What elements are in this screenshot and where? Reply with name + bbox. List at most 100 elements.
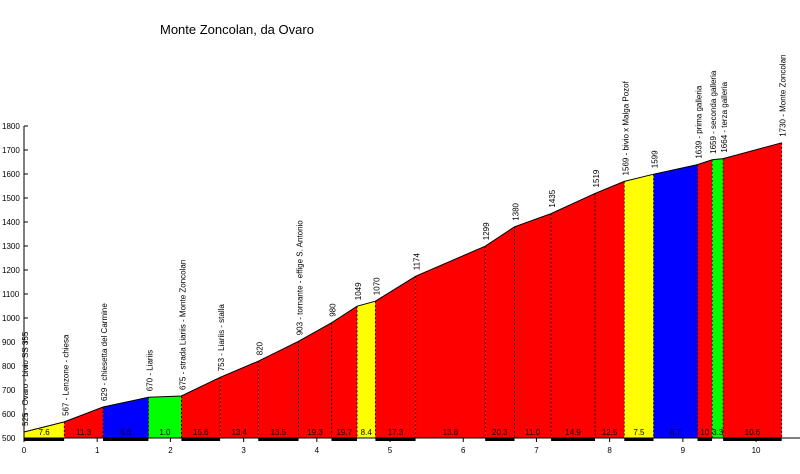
waypoint-label: 1569 - bivio x Malga Pozof xyxy=(621,80,630,175)
segment-fill xyxy=(624,174,654,438)
waypoint-label: 1174 xyxy=(413,252,422,270)
y-tick-label: 1800 xyxy=(2,122,20,131)
segment-fill xyxy=(723,142,782,439)
waypoint-label: 1049 xyxy=(354,282,363,300)
grade-band xyxy=(712,438,724,441)
waypoint-label: 1299 xyxy=(482,222,491,240)
grade-band xyxy=(148,438,182,441)
segment-fill xyxy=(220,361,259,438)
gradient-segment-fills xyxy=(24,142,782,439)
grade-label: 20.3 xyxy=(492,428,508,437)
x-tick-label: 10 xyxy=(752,446,761,455)
segment-fill xyxy=(697,159,713,439)
grade-band xyxy=(181,438,221,441)
segment-fill xyxy=(712,158,724,438)
segment-fill xyxy=(514,213,552,438)
segment-fill xyxy=(415,246,486,438)
y-tick-label: 500 xyxy=(2,434,16,443)
waypoint-label: 903 - tornante - effige S. Antonio xyxy=(296,220,305,336)
waypoint-label: 1599 xyxy=(651,150,660,168)
grade-label: 6.6 xyxy=(120,428,132,437)
grade-label: 7.6 xyxy=(39,428,51,437)
waypoint-label: 1519 xyxy=(592,169,601,187)
grade-labels: 7.6 11.3 6.6 1.0 15.6 13.4 13.5 19.3 19.7 8.4 17.3… xyxy=(24,428,782,441)
x-tick-label: 8 xyxy=(607,446,612,455)
segment-fill xyxy=(375,276,416,438)
x-tick-label: 0 xyxy=(22,446,27,455)
y-tick-label: 1000 xyxy=(2,314,20,323)
grade-label: 19.3 xyxy=(307,428,323,437)
grade-band xyxy=(375,438,416,441)
segment-fill xyxy=(258,341,299,438)
segment-fill xyxy=(331,306,358,438)
profile-line xyxy=(23,142,782,433)
grade-band xyxy=(64,438,104,441)
waypoint-label: 1435 xyxy=(548,189,557,207)
y-tick-label: 1500 xyxy=(2,194,20,203)
segment-fill xyxy=(653,164,698,438)
chart-title: Monte Zoncolan, da Ovaro xyxy=(160,22,314,37)
grade-label: 6.7 xyxy=(670,428,682,437)
grade-band xyxy=(551,438,596,441)
grade-label: 14.9 xyxy=(565,428,581,437)
grade-label: 12.5 xyxy=(602,428,618,437)
grade-label: 3.3 xyxy=(712,428,724,437)
waypoint-label: 1380 xyxy=(511,202,520,220)
waypoint-labels: 525 - Ovaro - bivio SS 355 567 - Lenzone … xyxy=(21,55,788,426)
y-tick-label: 1100 xyxy=(2,290,20,299)
waypoint-label: 1664 - terza galleria xyxy=(720,81,729,152)
grade-label: 11.3 xyxy=(76,428,92,437)
x-tick-label: 2 xyxy=(168,446,173,455)
grade-label: 17.3 xyxy=(388,428,404,437)
grade-label: 15.6 xyxy=(193,428,209,437)
grade-band xyxy=(298,438,332,441)
waypoint-label: 753 - Liariis - stalla xyxy=(217,304,226,372)
waypoint-label: 980 xyxy=(328,303,337,317)
grade-label: 13.5 xyxy=(271,428,287,437)
waypoint-label: 1639 - prima galleria xyxy=(695,85,704,158)
y-tick-label: 900 xyxy=(2,338,16,347)
profile-outline xyxy=(23,142,782,433)
grade-label: 13.4 xyxy=(231,428,247,437)
grade-label: 8.4 xyxy=(361,428,373,437)
segment-fill xyxy=(181,377,221,438)
axes: 5006007008009001000110012001300140015001… xyxy=(2,122,800,455)
segment-fill xyxy=(298,322,332,438)
grade-band xyxy=(514,438,552,441)
y-tick-label: 1300 xyxy=(2,242,20,251)
segment-fill xyxy=(64,407,104,438)
segment-fill xyxy=(595,181,625,438)
y-tick-label: 1400 xyxy=(2,218,20,227)
grade-label: 1.0 xyxy=(159,428,171,437)
segment-fill xyxy=(24,421,65,438)
y-tick-label: 1200 xyxy=(2,266,20,275)
grade-band xyxy=(723,438,782,441)
x-tick-label: 7 xyxy=(534,446,539,455)
grade-label: 10.6 xyxy=(745,428,761,437)
grade-band xyxy=(653,438,698,441)
grade-band xyxy=(24,438,65,441)
segment-fill xyxy=(357,301,376,438)
segment-fill xyxy=(148,396,182,438)
grade-label: 19.7 xyxy=(336,428,352,437)
x-tick-label: 5 xyxy=(388,446,393,455)
grade-band xyxy=(103,438,149,441)
waypoint-label: 1070 xyxy=(372,277,381,295)
y-tick-label: 700 xyxy=(2,386,16,395)
grade-band xyxy=(415,438,486,441)
y-tick-label: 600 xyxy=(2,410,16,419)
segment-dividers xyxy=(63,142,783,438)
segment-fill xyxy=(103,397,149,438)
grade-label: 7.5 xyxy=(633,428,645,437)
segment-fill xyxy=(485,226,515,438)
grade-label: 10 xyxy=(700,428,709,437)
grade-band xyxy=(485,438,515,441)
grade-label: 11.0 xyxy=(525,428,541,437)
x-tick-label: 6 xyxy=(461,446,466,455)
grade-band xyxy=(624,438,654,441)
x-tick-label: 9 xyxy=(681,446,686,455)
grade-band xyxy=(258,438,299,441)
waypoint-label: 525 - Ovaro - bivio SS 355 xyxy=(21,331,30,426)
waypoint-label: 1659 - seconda galleria xyxy=(709,70,718,154)
